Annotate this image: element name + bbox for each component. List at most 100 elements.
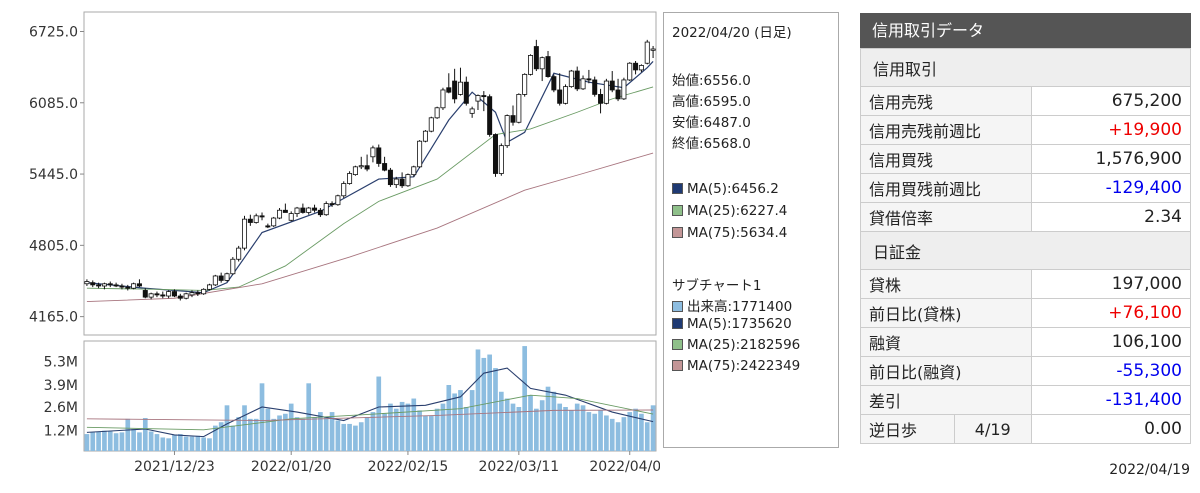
chart-date-label: 2022/04/20 (日足) <box>672 25 792 41</box>
legend-ma25-label: MA(25):6227.4 <box>687 203 788 219</box>
candle-body <box>551 76 557 91</box>
candle-body <box>317 209 323 216</box>
ma75-swatch <box>672 227 683 238</box>
volume-bar <box>399 401 405 451</box>
volume-bar <box>183 436 189 451</box>
volume-bar <box>627 412 633 451</box>
table-row: 貸株 197,000 <box>860 269 1191 299</box>
volume-bar <box>236 417 242 451</box>
x-tick-label: 2022/03/11 <box>478 459 559 475</box>
volume-tick-label: 5.3M <box>44 354 78 370</box>
candle-body <box>411 166 417 176</box>
volume-swatch <box>672 301 683 312</box>
volume-bar <box>586 412 592 451</box>
candle-body <box>370 147 376 158</box>
margin-trading-panel: 信用取引データ 信用取引 信用売残 675,200 信用売残前週比 +19,90… <box>860 13 1191 444</box>
candle-body <box>446 87 452 93</box>
volume-bar <box>639 413 644 451</box>
sub-ma5-swatch <box>672 318 683 329</box>
candle-body <box>475 95 481 102</box>
volume-bar <box>551 391 557 451</box>
candle-body <box>568 70 574 88</box>
volume-bar <box>166 438 171 451</box>
candle-body <box>183 293 189 299</box>
candle-body <box>84 281 90 285</box>
volume-bar <box>615 422 621 451</box>
volume-bar <box>195 435 201 451</box>
volume-bar <box>84 434 90 451</box>
volume-bar <box>592 413 598 451</box>
candle-body <box>545 56 551 77</box>
candle-body <box>90 282 96 286</box>
volume-bar <box>504 398 510 451</box>
candle-body <box>399 178 405 187</box>
row-label: 信用買残前週比 <box>860 173 1032 203</box>
volume-bar <box>131 429 136 451</box>
volume-bar <box>113 433 119 451</box>
volume-bar <box>201 437 206 451</box>
section-jsf-header: 日証金 <box>860 231 1191 270</box>
row-label: 逆日歩 <box>860 414 955 444</box>
volume-bar <box>411 398 417 451</box>
volume-bar <box>259 383 265 451</box>
volume-bar <box>283 413 288 451</box>
candle-body <box>498 145 504 174</box>
volume-bar <box>528 395 533 451</box>
candle-body <box>323 203 329 216</box>
candle-body <box>621 79 627 100</box>
candle-body <box>592 79 598 95</box>
volume-bar <box>423 415 428 451</box>
volume-bar <box>364 417 370 451</box>
volume-bar <box>434 408 440 451</box>
candle-body <box>387 169 393 186</box>
main-plot-frame <box>83 11 657 336</box>
legend-ma5-label: MA(5):6456.2 <box>687 181 779 197</box>
volume-bar <box>96 431 101 451</box>
legend-volume: 出来高:1771400 <box>672 295 792 315</box>
high-price: 高値:6595.0 <box>672 94 751 110</box>
table-row: 逆日歩 4/19 0.00 <box>860 414 1191 444</box>
section-credit-header: 信用取引 <box>860 48 1191 87</box>
volume-bar <box>388 403 393 451</box>
legend-ma75: MA(75):5634.4 <box>672 225 787 241</box>
x-tick-label: 2022/01/20 <box>251 459 332 475</box>
candle-body <box>428 117 434 132</box>
sub-ma25-swatch <box>672 339 683 350</box>
candle-body <box>160 294 166 297</box>
volume-bar <box>498 391 504 451</box>
volume-bar <box>458 390 463 451</box>
candle-body <box>312 207 318 211</box>
volume-bar <box>90 432 96 451</box>
sub-ma75-swatch <box>672 360 683 371</box>
volume-bar <box>604 415 609 451</box>
volume-bar <box>318 412 323 451</box>
row-value: -55,300 <box>1031 356 1191 386</box>
candle-body <box>136 283 142 287</box>
candle-body <box>539 57 545 70</box>
candle-body <box>230 258 236 275</box>
candle-body <box>277 209 283 219</box>
volume-bar <box>650 405 656 451</box>
row-label: 前日比(貸株) <box>860 298 1032 328</box>
candle-body <box>177 295 183 299</box>
section-header-row: 日証金 <box>860 231 1191 270</box>
volume-bar <box>102 430 107 451</box>
volume-tick-label: 1.2M <box>44 424 78 440</box>
candle-body <box>504 115 510 147</box>
candle-body <box>586 78 592 81</box>
candle-body <box>329 203 335 206</box>
candle-body <box>242 218 248 249</box>
candle-body <box>212 275 218 286</box>
margin-panel-title: 信用取引データ <box>860 13 1191 48</box>
volume-bar <box>563 407 568 451</box>
candle-body <box>434 107 440 119</box>
volume-bar <box>621 417 627 451</box>
candle-body <box>510 115 516 123</box>
candle-body <box>417 140 423 168</box>
legend-sub-ma75-label: MA(75):2422349 <box>687 358 801 374</box>
margin-table: 信用取引 信用売残 675,200 信用売残前週比 +19,900 信用買残 1… <box>860 48 1191 444</box>
candle-body <box>364 165 370 170</box>
volume-bar <box>516 407 522 451</box>
volume-bar <box>534 408 539 451</box>
volume-bar <box>382 413 387 451</box>
